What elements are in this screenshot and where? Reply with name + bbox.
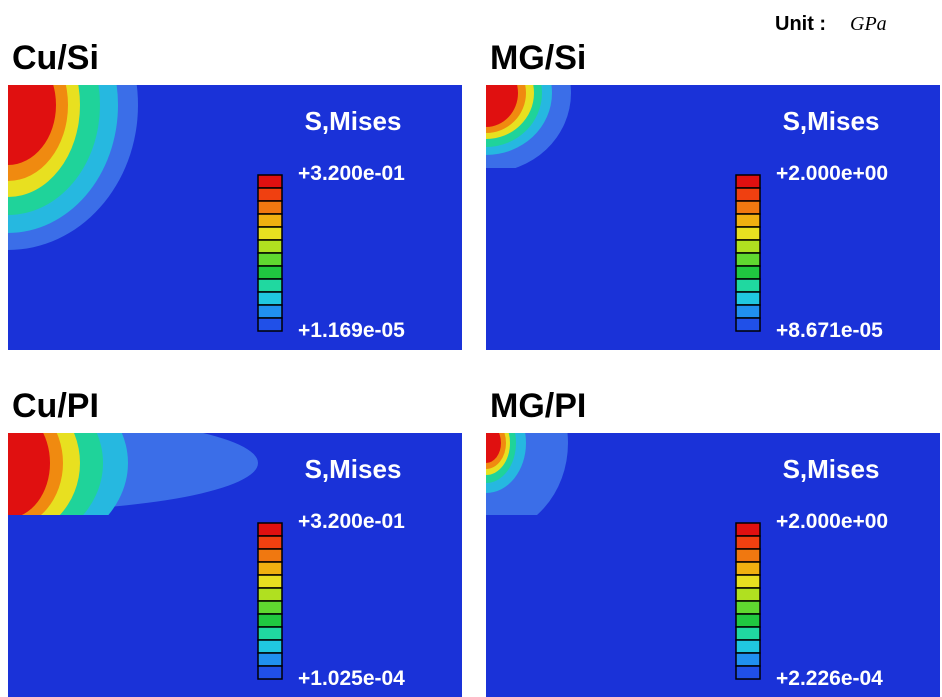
- colorbar-cell: [736, 575, 760, 588]
- colorbar-cell: [736, 227, 760, 240]
- colorbar-cell: [736, 214, 760, 227]
- contour-plot: S,Mises +2.000e+00 +8.671e-05: [401, 13, 940, 350]
- colorbar-cell: [258, 640, 282, 653]
- colorbar-cell: [736, 536, 760, 549]
- colorbar-cell: [258, 653, 282, 666]
- min-label: +8.671e-05: [776, 319, 883, 342]
- colorbar-cell: [258, 318, 282, 331]
- colorbar-cell: [258, 175, 282, 188]
- colorbar-cell: [736, 640, 760, 653]
- colorbar-cell: [258, 601, 282, 614]
- colorbar-cell: [736, 175, 760, 188]
- panel-title: Cu/Si: [12, 39, 99, 77]
- colorbar-cell: [258, 240, 282, 253]
- figure: Unit : GPa Cu/Si S,Mises +3.200e-01 +1.169e…: [0, 0, 942, 697]
- colorbar-cell: [736, 614, 760, 627]
- colorbar-cell: [258, 279, 282, 292]
- min-label: +1.025e-04: [298, 667, 405, 690]
- colorbar-cell: [736, 627, 760, 640]
- colorbar-cell: [258, 666, 282, 679]
- legend-title: S,Mises: [305, 454, 402, 484]
- legend-title: S,Mises: [783, 106, 880, 136]
- min-label: +1.169e-05: [298, 319, 405, 342]
- colorbar-cell: [736, 266, 760, 279]
- colorbar-cell: [736, 253, 760, 266]
- colorbar-cell: [736, 562, 760, 575]
- max-label: +3.200e-01: [298, 162, 405, 185]
- colorbar-cell: [258, 201, 282, 214]
- colorbar-cell: [736, 292, 760, 305]
- colorbar-cell: [258, 523, 282, 536]
- colorbar-cell: [258, 266, 282, 279]
- colorbar-cell: [736, 523, 760, 536]
- unit-label: Unit :: [775, 13, 826, 35]
- contour-plot: S,Mises +2.000e+00 +2.226e-04: [404, 351, 940, 697]
- colorbar-cell: [736, 188, 760, 201]
- colorbar-cell: [736, 666, 760, 679]
- colorbar-cell: [258, 188, 282, 201]
- colorbar-cell: [736, 305, 760, 318]
- colorbar-cell: [736, 279, 760, 292]
- colorbar-cell: [736, 549, 760, 562]
- max-label: +2.000e+00: [776, 510, 888, 533]
- colorbar-cell: [258, 292, 282, 305]
- unit-value: GPa: [850, 13, 887, 35]
- colorbar-cell: [736, 653, 760, 666]
- min-label: +2.226e-04: [776, 667, 883, 690]
- colorbar-cell: [258, 305, 282, 318]
- colorbar-cell: [736, 201, 760, 214]
- colorbar-cell: [736, 240, 760, 253]
- colorbar-cell: [736, 318, 760, 331]
- colorbar-cell: [736, 601, 760, 614]
- contour-band: [471, 423, 501, 463]
- colorbar-cell: [258, 627, 282, 640]
- colorbar-cell: [736, 588, 760, 601]
- panel-title: MG/PI: [490, 387, 586, 425]
- max-label: +2.000e+00: [776, 162, 888, 185]
- max-label: +3.200e-01: [298, 510, 405, 533]
- colorbar-cell: [258, 614, 282, 627]
- colorbar-cell: [258, 214, 282, 227]
- panel-title: Cu/PI: [12, 387, 99, 425]
- legend-title: S,Mises: [305, 106, 402, 136]
- colorbar-cell: [258, 562, 282, 575]
- colorbar-cell: [258, 575, 282, 588]
- colorbar-cell: [258, 253, 282, 266]
- legend-title: S,Mises: [783, 454, 880, 484]
- panel-title: MG/Si: [490, 39, 586, 77]
- colorbar-cell: [258, 549, 282, 562]
- colorbar-cell: [258, 588, 282, 601]
- colorbar-cell: [258, 536, 282, 549]
- colorbar-cell: [258, 227, 282, 240]
